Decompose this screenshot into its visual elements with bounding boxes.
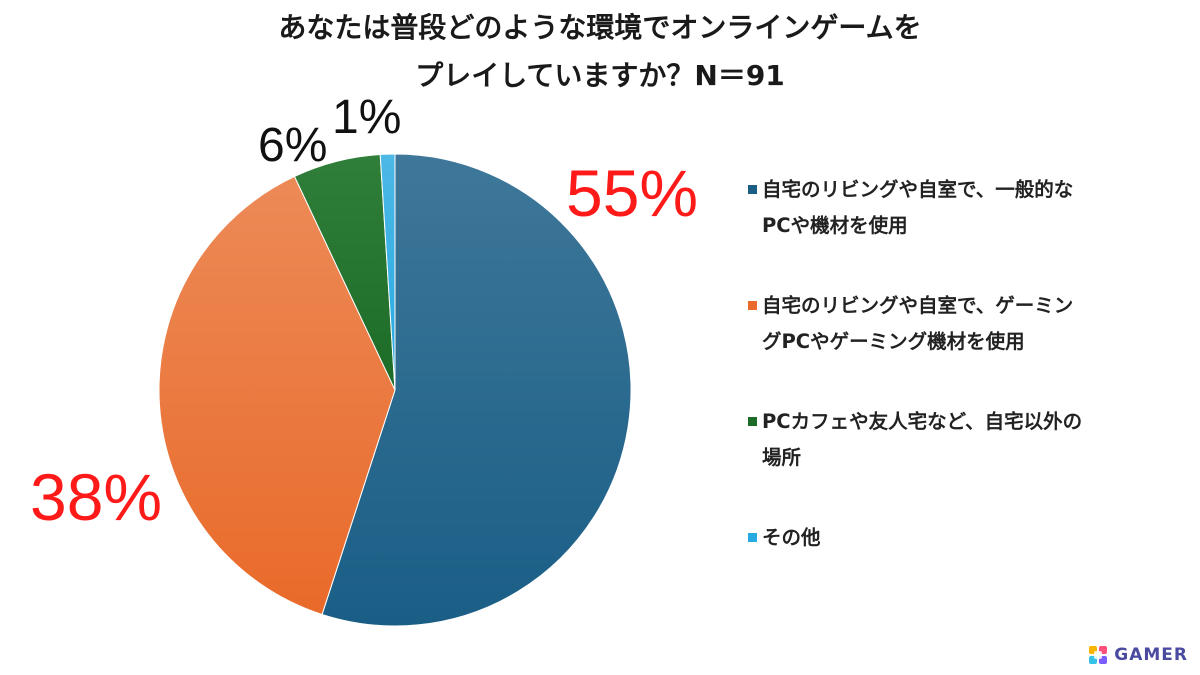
gamer-logo-icon xyxy=(1089,646,1108,664)
legend-swatch xyxy=(748,301,757,310)
brand-watermark: GAMER xyxy=(1088,645,1188,665)
legend-label-line: 場所 xyxy=(762,446,802,469)
pie-slice-other xyxy=(379,153,396,391)
percent-label-home-gaming-pc: 38% xyxy=(30,460,163,534)
pie-slice-home-gaming-pc xyxy=(158,175,396,616)
legend-swatch xyxy=(748,185,757,194)
legend-label-line: 自宅のリビングや自室で、一般的な xyxy=(762,178,1074,201)
legend: 自宅のリビングや自室で、一般的な PCや機材を使用自宅のリビングや自室で、ゲーミン… xyxy=(748,172,1168,600)
legend-label-line: その他 xyxy=(762,526,821,549)
pie-slice-home-standard-pc xyxy=(321,153,632,627)
legend-swatch xyxy=(748,533,757,542)
chart-title-line-2: プレイしていますか？N＝91 xyxy=(415,59,785,92)
chart-title-line-1: あなたは普段どのような環境でオンラインゲームを xyxy=(278,11,922,44)
percent-label-outside-home: 6% xyxy=(258,119,328,172)
legend-item-other: その他 xyxy=(748,520,1168,556)
legend-item-home-standard-pc: 自宅のリビングや自室で、一般的な PCや機材を使用 xyxy=(748,172,1168,244)
legend-swatch xyxy=(748,417,757,426)
legend-item-outside-home: PCカフェや友人宅など、自宅以外の 場所 xyxy=(748,404,1168,476)
brand-name: GAMER xyxy=(1114,645,1188,665)
legend-label-line: 自宅のリビングや自室で、ゲーミン xyxy=(762,294,1074,317)
legend-item-home-gaming-pc: 自宅のリビングや自室で、ゲーミン グPCやゲーミング機材を使用 xyxy=(748,288,1168,360)
legend-label-line: グPCやゲーミング機材を使用 xyxy=(762,330,1025,353)
legend-label-line: PCカフェや友人宅など、自宅以外の xyxy=(762,410,1083,433)
legend-label-line: PCや機材を使用 xyxy=(762,214,908,237)
percent-label-other: 1% xyxy=(332,91,402,144)
percent-label-home-standard-pc: 55% xyxy=(566,156,699,230)
